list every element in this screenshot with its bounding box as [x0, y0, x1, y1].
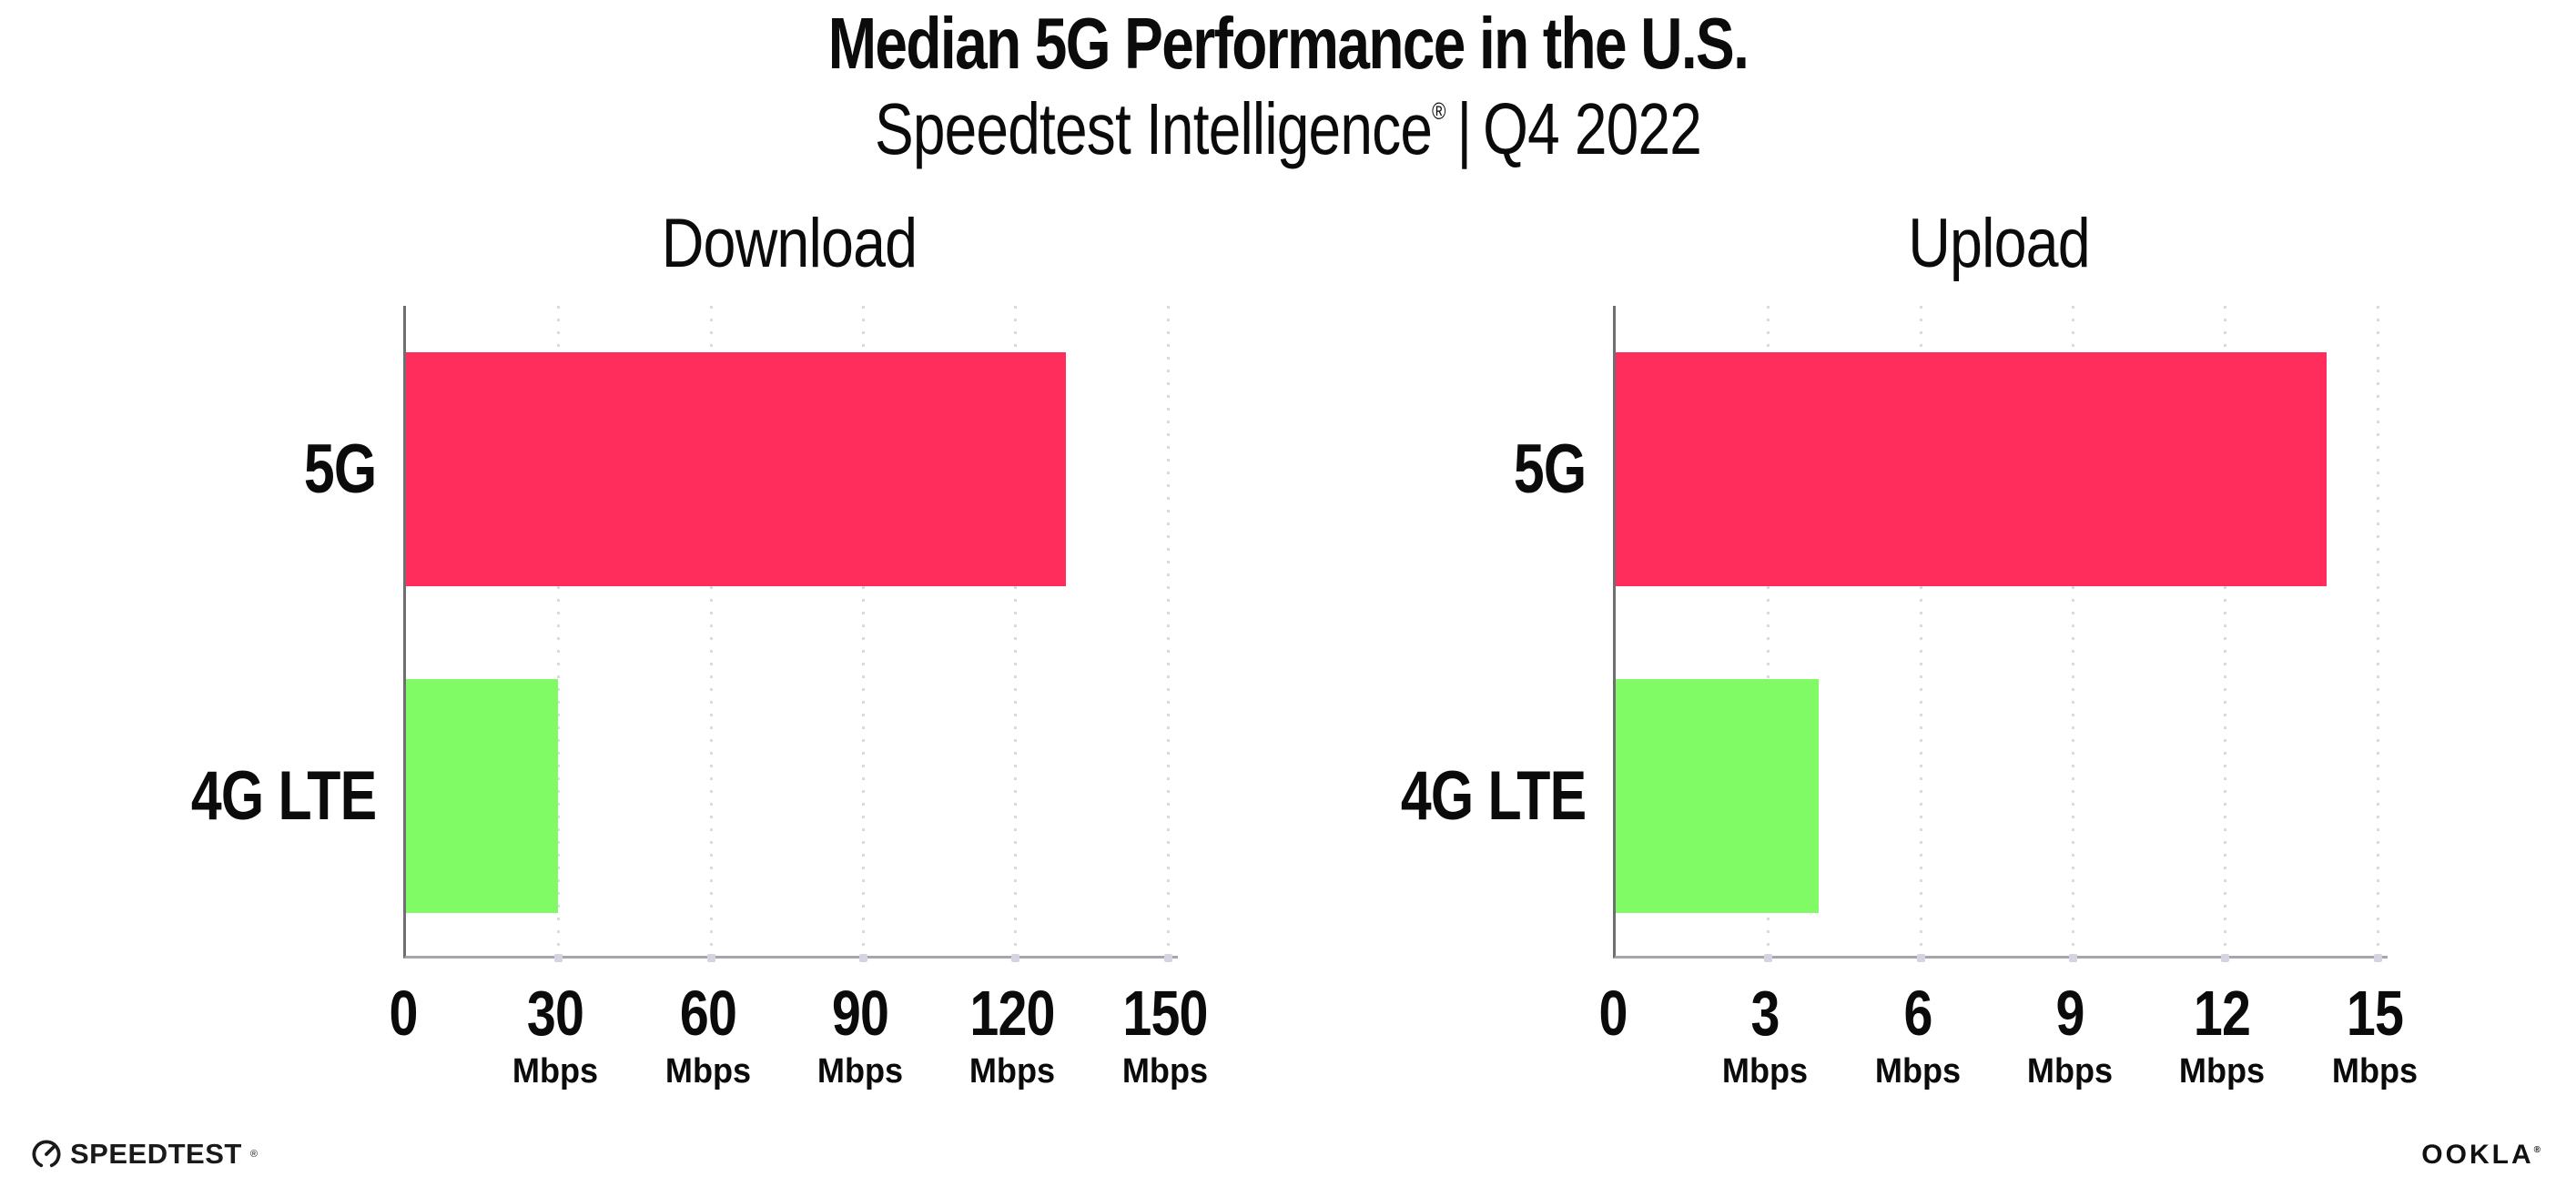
axis-tick-dot	[859, 954, 868, 962]
gridline-60-mbps	[706, 306, 715, 962]
speedtest-gauge-icon	[32, 1140, 61, 1168]
x-tick-unit: Mbps	[1722, 1052, 1809, 1090]
x-tick-0: 0	[386, 981, 421, 1045]
upload-plot-area	[1613, 306, 2388, 962]
ookla-logo: OOKLA®	[2421, 1140, 2543, 1171]
x-tick-unit: Mbps	[969, 1052, 1056, 1090]
ookla-logo-text: OOKLA	[2421, 1140, 2534, 1170]
speedtest-logo: SPEEDTEST ®	[31, 1138, 258, 1171]
speedtest-logo-text: SPEEDTEST	[70, 1138, 242, 1170]
x-tick-value: 150	[1122, 978, 1208, 1049]
x-tick-value: 3	[1750, 978, 1780, 1049]
axis-tick-dot	[2221, 954, 2230, 962]
gridline-6-mbps	[1916, 306, 1925, 962]
bar-5g	[1616, 352, 2328, 586]
gridline-120-mbps	[1011, 306, 1020, 962]
bar-5g	[406, 352, 1067, 586]
axis-tick-dot	[554, 954, 563, 962]
row-label-5g: 5G	[1513, 431, 1586, 508]
upload-x-axis: 0 3 Mbps 6 Mbps 9 Mbps 12 Mbps 15 Mbps	[1598, 981, 2418, 1127]
x-tick-value: 60	[679, 978, 737, 1049]
speedtest-trademark-icon: ®	[249, 1149, 258, 1160]
subtitle-separator: |	[1456, 88, 1472, 169]
x-tick-90: 90 Mbps	[815, 981, 905, 1089]
x-tick-value: 30	[527, 978, 584, 1049]
download-chart: Download 5G 4G LTE 0 30 Mbps 60 Mbps 90 Mbps 120…	[190, 205, 1208, 1136]
x-tick-unit: Mbps	[664, 1052, 751, 1090]
x-tick-unit: Mbps	[1121, 1052, 1208, 1090]
ookla-trademark-icon: ®	[2533, 1145, 2543, 1155]
row-label-5g: 5G	[303, 431, 376, 508]
x-tick-unit: Mbps	[2331, 1052, 2418, 1090]
row-label-4g-lte: 4G LTE	[190, 757, 376, 835]
x-tick-120: 120 Mbps	[961, 981, 1065, 1089]
gridline-12-mbps	[2221, 306, 2230, 962]
axis-tick-dot	[2069, 954, 2078, 962]
upload-category-labels: 5G 4G LTE	[1267, 306, 1586, 956]
upload-chart-title: Upload	[1908, 205, 2090, 282]
x-tick-value: 12	[2194, 978, 2251, 1049]
x-tick-6: 6 Mbps	[1872, 981, 1962, 1089]
download-plot-area	[403, 306, 1178, 962]
page-title: Median 5G Performance in the U.S.	[827, 3, 1749, 84]
download-category-labels: 5G 4G LTE	[57, 306, 376, 956]
x-tick-value: 9	[2055, 978, 2085, 1049]
x-tick-15: 15 Mbps	[2329, 981, 2419, 1089]
x-tick-150: 150 Mbps	[1113, 981, 1217, 1089]
axis-tick-dot	[2373, 954, 2382, 962]
x-tick-0: 0	[1596, 981, 1630, 1045]
gridline-9-mbps	[2069, 306, 2078, 962]
registered-trademark-icon: ®	[1432, 97, 1445, 125]
x-tick-unit: Mbps	[512, 1052, 599, 1090]
x-tick-unit: Mbps	[2026, 1052, 2114, 1090]
download-chart-title: Download	[661, 205, 918, 282]
download-x-axis: 0 30 Mbps 60 Mbps 90 Mbps 120 Mbps 150 Mbps	[389, 981, 1208, 1127]
x-tick-unit: Mbps	[1874, 1052, 1961, 1090]
gridline-3-mbps	[1764, 306, 1773, 962]
axis-tick-dot	[1764, 954, 1773, 962]
x-tick-30: 30 Mbps	[511, 981, 601, 1089]
x-tick-3: 3 Mbps	[1720, 981, 1810, 1089]
gridline-150-mbps	[1163, 306, 1172, 962]
row-label-4g-lte: 4G LTE	[1400, 757, 1586, 835]
x-tick-value: 6	[1903, 978, 1932, 1049]
subtitle-brand: Speedtest Intelligence	[874, 88, 1433, 169]
x-tick-value: 0	[1598, 978, 1628, 1049]
upload-chart: Upload 5G 4G LTE 0 3 Mbps 6 Mbps 9 Mbps 12 Mbps 15…	[1400, 205, 2418, 1136]
x-tick-12: 12 Mbps	[2177, 981, 2267, 1089]
gridline-15-mbps	[2373, 306, 2382, 962]
axis-tick-dot	[706, 954, 715, 962]
x-tick-9: 9 Mbps	[2024, 981, 2115, 1089]
gridline-30-mbps	[554, 306, 563, 962]
x-tick-value: 0	[389, 978, 418, 1049]
axis-tick-dot	[1163, 954, 1172, 962]
x-tick-unit: Mbps	[816, 1052, 904, 1090]
axis-tick-dot	[1916, 954, 1925, 962]
x-tick-value: 120	[969, 978, 1056, 1049]
x-tick-unit: Mbps	[2179, 1052, 2266, 1090]
gridline-90-mbps	[859, 306, 868, 962]
header: Median 5G Performance in the U.S. Speedt…	[0, 0, 2576, 166]
bar-4g-lte	[1616, 679, 1820, 913]
subtitle: Speedtest Intelligence® | Q4 2022	[258, 93, 2318, 166]
x-tick-60: 60 Mbps	[663, 981, 753, 1089]
x-tick-value: 90	[831, 978, 889, 1049]
axis-tick-dot	[1011, 954, 1020, 962]
subtitle-period: Q4 2022	[1483, 88, 1702, 169]
x-tick-value: 15	[2346, 978, 2404, 1049]
bar-4g-lte	[406, 679, 559, 913]
